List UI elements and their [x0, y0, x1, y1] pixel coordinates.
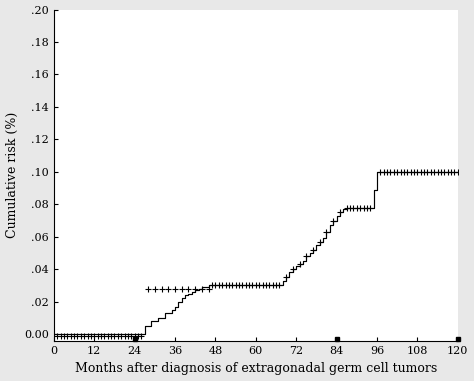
X-axis label: Months after diagnosis of extragonadal germ cell tumors: Months after diagnosis of extragonadal g…	[75, 362, 437, 375]
Y-axis label: Cumulative risk (%): Cumulative risk (%)	[6, 112, 18, 238]
